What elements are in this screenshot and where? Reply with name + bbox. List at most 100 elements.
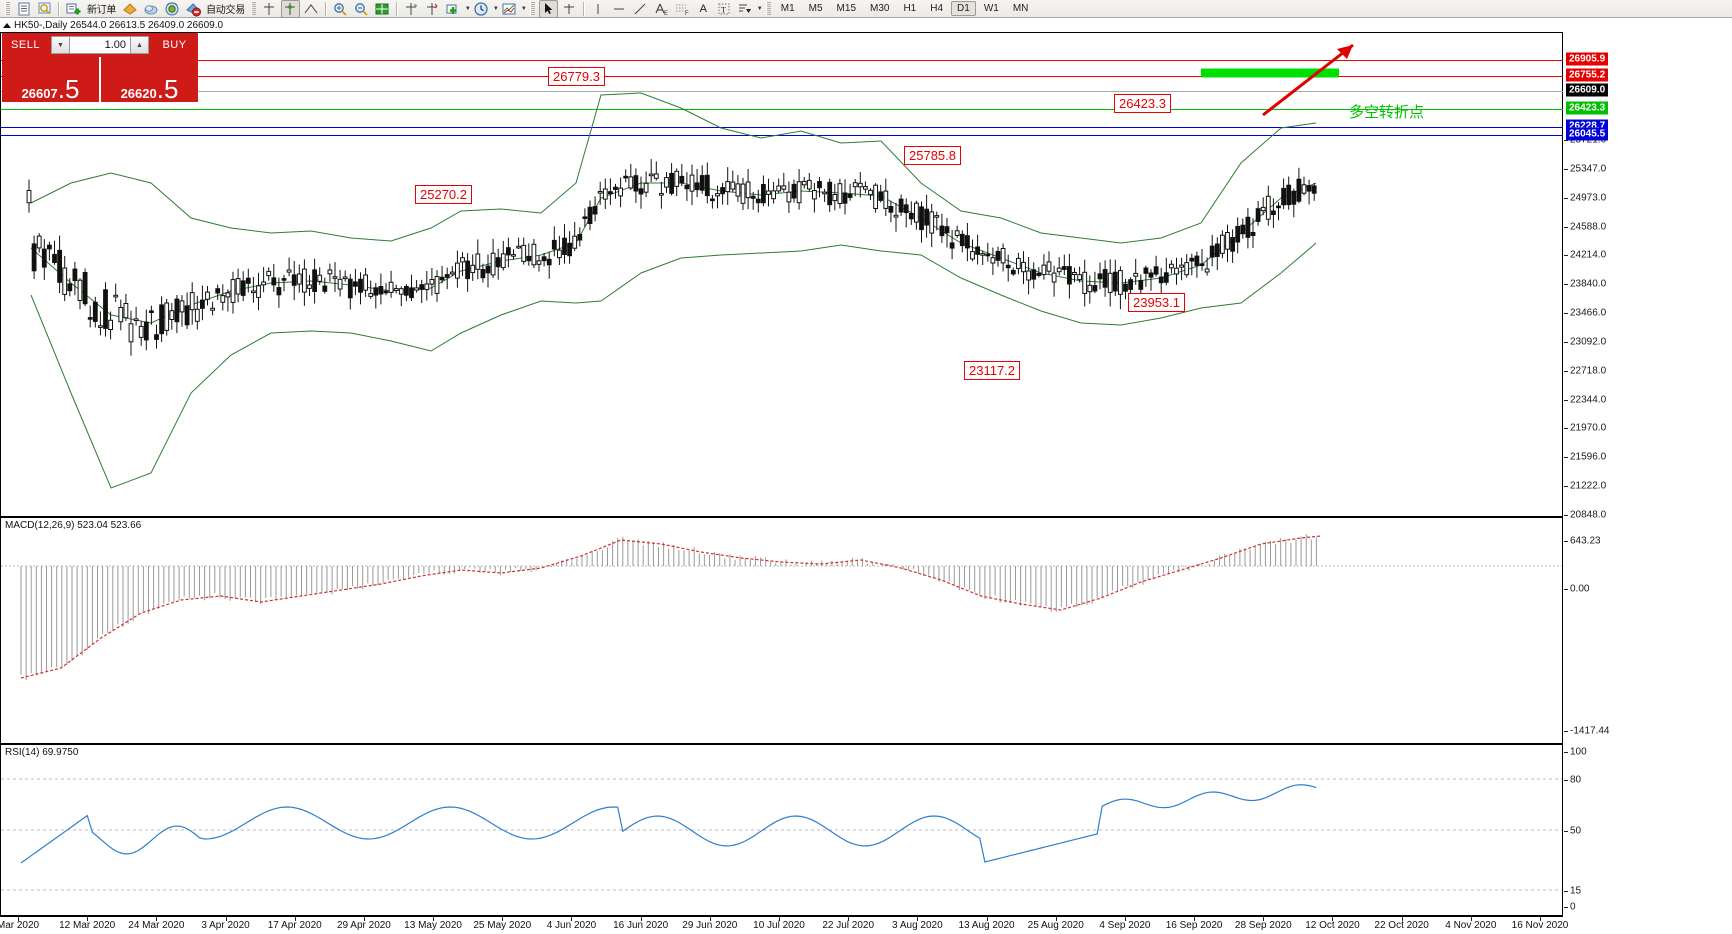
label-tool-icon[interactable]: T [715, 0, 734, 18]
one-click-trading-panel[interactable]: SELL ▼ 1.00 ▲ BUY 26607 .5 26620 .5 [2, 33, 198, 102]
level-line-5[interactable] [1, 135, 1563, 136]
zoom-in-icon[interactable] [331, 0, 350, 18]
rsi-panel[interactable]: RSI(14) 69.9750 [0, 744, 1563, 916]
timeframe-mn[interactable]: MN [1012, 3, 1029, 14]
cloud-icon[interactable] [141, 0, 160, 18]
price-annotation-1[interactable]: 26423.3 [1114, 94, 1171, 113]
collapse-triangle-icon[interactable] [3, 23, 11, 28]
level-line-0[interactable] [1, 60, 1563, 61]
cursor-icon[interactable] [538, 0, 558, 18]
list-icon[interactable] [14, 0, 33, 18]
date-tickmark [1194, 917, 1196, 921]
chevron-down-icon-4[interactable]: ▼ [756, 5, 763, 12]
macd-panel[interactable]: MACD(12,26,9) 523.04 523.66 [0, 517, 1563, 744]
chevron-down-icon[interactable]: ▼ [464, 5, 471, 12]
volume-increment-icon[interactable]: ▲ [130, 36, 149, 54]
buy-price[interactable]: 26620 .5 [99, 57, 198, 102]
toolbar-grip-3[interactable] [529, 1, 535, 16]
price-marker-label-0[interactable]: 26905.9 [1566, 52, 1609, 66]
new-order-icon[interactable] [64, 0, 83, 18]
history-icon[interactable] [120, 0, 139, 18]
price-annotation-2[interactable]: 25785.8 [904, 146, 961, 165]
trendline-tool-icon[interactable] [631, 0, 650, 18]
price-tick-label: 24973.0 [1570, 192, 1607, 204]
timeframe-m15[interactable]: M15 [836, 3, 856, 14]
buy-price-integer: 26620 [120, 86, 157, 101]
objects-tool-icon[interactable] [736, 0, 755, 18]
crosshair-tool-icon[interactable] [560, 0, 579, 18]
price-tickmark [1564, 457, 1568, 459]
template-icon[interactable] [500, 0, 519, 18]
timeframe-m30[interactable]: M30 [870, 3, 890, 14]
toolbar-grip-4[interactable] [765, 1, 771, 16]
macd-tickmark [1564, 589, 1568, 590]
trendline-icon[interactable] [302, 0, 321, 18]
price-marker-label-5[interactable]: 26045.5 [1566, 127, 1609, 141]
rsi-tick-label: 100 [1570, 746, 1587, 758]
level-line-3[interactable] [1, 109, 1563, 110]
date-tick-label: 22 Jul 2020 [822, 920, 875, 931]
date-tick-label: 4 Jun 2020 [546, 920, 597, 931]
timeframe-m1[interactable]: M1 [780, 3, 795, 14]
price-axis[interactable]: 25721.025347.024973.024588.024214.023840… [1564, 32, 1732, 521]
price-annotation-3[interactable]: 25270.2 [415, 185, 472, 204]
toolbar-grip-2[interactable] [250, 1, 256, 16]
level-line-4[interactable] [1, 127, 1563, 128]
sell-button[interactable]: SELL [2, 33, 49, 57]
sell-price[interactable]: 26607 .5 [2, 57, 99, 102]
price-tickmark [1564, 399, 1568, 401]
text-tool-icon[interactable]: A [699, 2, 707, 15]
timeframe-h4[interactable]: H4 [930, 3, 944, 14]
level-line-1[interactable] [1, 76, 1563, 77]
auto-trading-label[interactable]: 自动交易 [206, 5, 245, 16]
rsi-tick-label: 0 [1570, 901, 1576, 913]
price-marker-label-2[interactable]: 26609.0 [1566, 83, 1609, 97]
chinese-annotation[interactable]: 多空转折点 [1349, 103, 1425, 121]
fibo-tool-icon[interactable]: F [673, 0, 692, 18]
price-chart-panel[interactable]: 26779.3 26423.3 25785.8 25270.2 23953.1 23117… [0, 32, 1563, 517]
vline-tool-icon[interactable] [589, 0, 608, 18]
price-annotation-5[interactable]: 23117.2 [964, 361, 1021, 380]
signal-icon[interactable] [162, 0, 181, 18]
magnifier-icon[interactable] [35, 0, 54, 18]
level-line-2[interactable] [1, 91, 1563, 92]
auto-trading-icon[interactable] [183, 0, 202, 18]
chevron-down-icon-3[interactable]: ▼ [520, 5, 527, 12]
price-marker-label-1[interactable]: 26755.2 [1566, 68, 1609, 82]
rsi-axis[interactable]: 100 80 50 15 0 [1564, 744, 1732, 916]
macd-axis[interactable]: 643.23 0.00 -1417.44 [1564, 517, 1732, 744]
toolbar-grip[interactable] [5, 1, 10, 16]
timeframe-w1[interactable]: W1 [983, 3, 999, 14]
grid-icon[interactable] [373, 0, 392, 18]
chevron-down-icon-2[interactable]: ▼ [492, 5, 499, 12]
line-chart-icon[interactable] [444, 0, 463, 18]
date-tick-label: 25 May 2020 [473, 920, 532, 931]
period-icon[interactable] [472, 0, 491, 18]
price-annotation-4[interactable]: 23953.1 [1128, 293, 1185, 312]
date-tick-label: 12 Oct 2020 [1305, 920, 1360, 931]
vertical-line-icon[interactable] [280, 0, 300, 18]
timeframe-d1[interactable]: D1 [951, 1, 976, 16]
buy-button[interactable]: BUY [151, 33, 198, 57]
hline-tool-icon[interactable] [610, 0, 629, 18]
rsi-tickmark [1564, 752, 1568, 753]
price-tick-label: 22718.0 [1570, 365, 1607, 377]
rsi-tick-label: 80 [1570, 774, 1582, 786]
zoom-out-icon[interactable] [352, 0, 371, 18]
price-marker-label-3[interactable]: 26423.3 [1566, 101, 1609, 115]
candlestick-icon[interactable] [423, 0, 442, 18]
timeframe-h1[interactable]: H1 [903, 3, 917, 14]
timeframe-m5[interactable]: M5 [808, 3, 823, 14]
date-tickmark [502, 917, 504, 921]
ellipse-tool-icon[interactable]: E [652, 0, 671, 18]
chart-symbol-bar: HK50-,Daily 26544.0 26613.5 26409.0 2660… [0, 19, 223, 32]
new-order-label[interactable]: 新订单 [87, 5, 117, 16]
crosshair-icon[interactable] [260, 0, 279, 18]
date-axis[interactable]: Mar 2020 12 Mar 2020 24 Mar 2020 3 Apr 2020… [0, 916, 1568, 934]
volume-decrement-icon[interactable]: ▼ [51, 36, 70, 54]
price-tick-label: 24214.0 [1570, 249, 1607, 261]
volume-stepper[interactable]: ▼ 1.00 ▲ [51, 36, 149, 54]
price-annotation-0[interactable]: 26779.3 [548, 67, 605, 86]
bar-chart-icon[interactable] [402, 0, 421, 18]
volume-input[interactable]: 1.00 [70, 36, 130, 54]
